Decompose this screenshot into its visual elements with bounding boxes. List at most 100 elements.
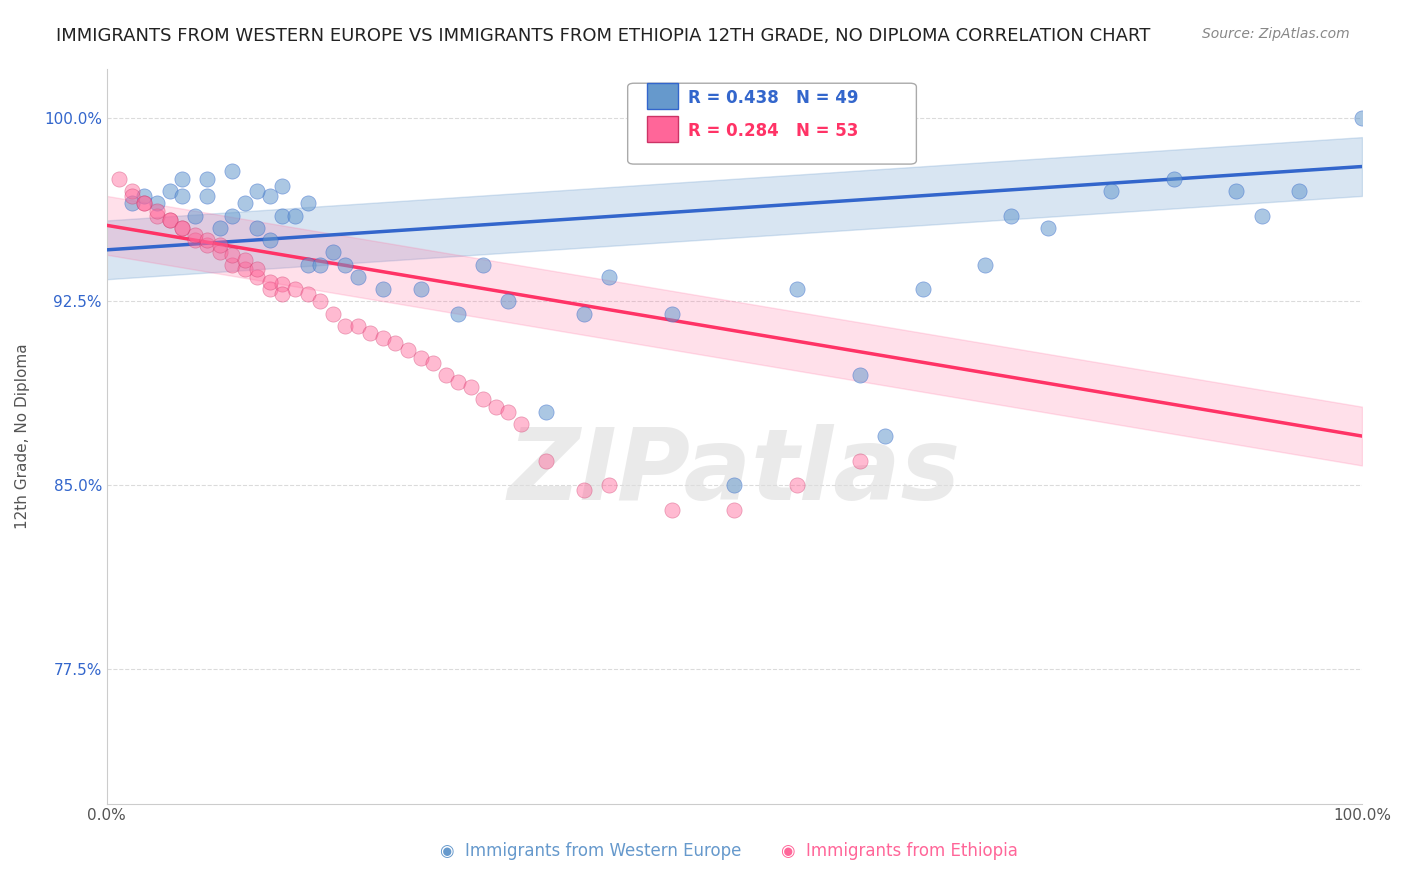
Point xyxy=(371,282,394,296)
Point xyxy=(259,275,281,289)
Point xyxy=(460,380,482,394)
Point xyxy=(170,220,193,235)
Point xyxy=(246,184,269,198)
Point xyxy=(534,453,557,467)
Point xyxy=(447,375,470,389)
Point xyxy=(384,335,406,350)
Point xyxy=(498,294,520,309)
Point xyxy=(661,307,683,321)
Point xyxy=(723,502,745,516)
Point xyxy=(1351,111,1374,125)
Text: IMMIGRANTS FROM WESTERN EUROPE VS IMMIGRANTS FROM ETHIOPIA 12TH GRADE, NO DIPLOM: IMMIGRANTS FROM WESTERN EUROPE VS IMMIGR… xyxy=(56,27,1150,45)
FancyBboxPatch shape xyxy=(647,116,678,142)
Point xyxy=(572,483,595,497)
Point xyxy=(208,245,231,260)
Point xyxy=(1000,209,1022,223)
Point xyxy=(284,282,307,296)
Point xyxy=(974,258,997,272)
Point xyxy=(246,269,269,284)
Point xyxy=(233,252,256,267)
Point xyxy=(572,307,595,321)
Point xyxy=(146,209,169,223)
Point xyxy=(246,220,269,235)
Point xyxy=(221,258,243,272)
Point xyxy=(786,282,808,296)
Point xyxy=(195,233,218,247)
Point xyxy=(1225,184,1247,198)
Point xyxy=(359,326,381,340)
Point xyxy=(208,220,231,235)
Point xyxy=(159,184,181,198)
Point xyxy=(498,404,520,418)
Point xyxy=(233,196,256,211)
Point xyxy=(183,233,205,247)
Point xyxy=(434,368,457,382)
Point xyxy=(322,245,344,260)
Point xyxy=(723,478,745,492)
Point xyxy=(322,307,344,321)
Point xyxy=(259,282,281,296)
Point xyxy=(598,269,620,284)
Text: ◉  Immigrants from Western Europe: ◉ Immigrants from Western Europe xyxy=(440,842,741,860)
Point xyxy=(195,238,218,252)
Point xyxy=(170,171,193,186)
Point xyxy=(396,343,419,358)
Point xyxy=(195,171,218,186)
Text: R = 0.438   N = 49: R = 0.438 N = 49 xyxy=(688,89,859,107)
Point xyxy=(346,269,368,284)
Y-axis label: 12th Grade, No Diploma: 12th Grade, No Diploma xyxy=(15,343,30,529)
Point xyxy=(297,258,319,272)
Point xyxy=(1038,220,1060,235)
Text: R = 0.284   N = 53: R = 0.284 N = 53 xyxy=(688,122,858,140)
Point xyxy=(221,248,243,262)
FancyBboxPatch shape xyxy=(627,83,917,164)
Point xyxy=(297,287,319,301)
Point xyxy=(208,238,231,252)
Point xyxy=(121,184,143,198)
Point xyxy=(146,203,169,218)
Point xyxy=(271,287,294,301)
Point xyxy=(485,400,508,414)
Point xyxy=(271,209,294,223)
Point xyxy=(309,258,332,272)
Point xyxy=(447,307,470,321)
Point xyxy=(534,404,557,418)
Point xyxy=(121,196,143,211)
Point xyxy=(183,228,205,243)
Point xyxy=(598,478,620,492)
Point xyxy=(183,209,205,223)
Point xyxy=(422,355,444,369)
Text: Source: ZipAtlas.com: Source: ZipAtlas.com xyxy=(1202,27,1350,41)
Point xyxy=(246,262,269,277)
Text: ZIPatlas: ZIPatlas xyxy=(508,425,960,521)
Point xyxy=(221,209,243,223)
Point xyxy=(849,368,872,382)
Point xyxy=(409,282,432,296)
Point xyxy=(873,429,896,443)
Point xyxy=(335,258,357,272)
Point xyxy=(309,294,332,309)
Point xyxy=(259,189,281,203)
Point xyxy=(221,164,243,178)
Point xyxy=(472,258,495,272)
Point xyxy=(284,209,307,223)
Point xyxy=(233,262,256,277)
Point xyxy=(1099,184,1122,198)
Point xyxy=(134,196,156,211)
Point xyxy=(1163,171,1185,186)
Point xyxy=(159,213,181,227)
Point xyxy=(911,282,934,296)
FancyBboxPatch shape xyxy=(647,83,678,109)
Point xyxy=(121,189,143,203)
Point xyxy=(1250,209,1272,223)
Point xyxy=(159,213,181,227)
Point xyxy=(786,478,808,492)
Point xyxy=(108,171,131,186)
Point xyxy=(146,196,169,211)
Text: ◉  Immigrants from Ethiopia: ◉ Immigrants from Ethiopia xyxy=(782,842,1018,860)
Point xyxy=(335,318,357,333)
Point xyxy=(195,189,218,203)
Point xyxy=(259,233,281,247)
Point xyxy=(510,417,533,431)
Point xyxy=(271,277,294,292)
